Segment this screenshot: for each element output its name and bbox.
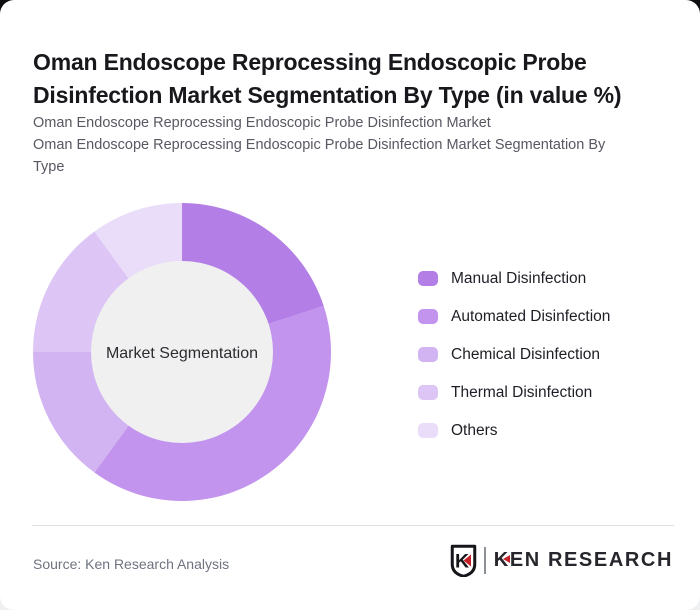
legend-item: Automated Disinfection — [418, 307, 611, 325]
legend-label: Thermal Disinfection — [451, 383, 593, 401]
brand-rest-letters: EN RESEARCH — [509, 549, 673, 571]
legend-swatch — [418, 423, 438, 438]
brand-wordmark: KEN RESEARCH — [494, 549, 673, 572]
donut-chart: Market Segmentation — [33, 203, 332, 501]
svg-text:K: K — [455, 550, 469, 572]
legend-label: Automated Disinfection — [451, 307, 611, 325]
donut-center-label: Market Segmentation — [106, 345, 258, 362]
legend-swatch — [418, 385, 438, 400]
legend-item: Chemical Disinfection — [418, 345, 610, 363]
donut-segment-others — [94, 203, 182, 280]
shield-k-icon: K — [450, 544, 477, 577]
donut-segment-automated-disinfection — [94, 305, 332, 501]
subtitle-line-1: Oman Endoscope Reprocessing Endoscopic P… — [33, 115, 491, 131]
donut-segments — [33, 203, 332, 501]
donut-segment-manual-disinfection — [182, 203, 324, 325]
donut-hole — [91, 261, 273, 443]
legend-item: Thermal Disinfection — [418, 383, 610, 401]
legend-item: Manual Disinfection — [418, 269, 610, 287]
page-title: Oman Endoscope Reprocessing Endoscopic P… — [33, 49, 622, 109]
subtitle-line-2: Oman Endoscope Reprocessing Endoscopic P… — [33, 137, 606, 175]
legend-item: Others — [418, 421, 610, 439]
legend: Manual Disinfection Automated Disinfectio… — [418, 269, 611, 461]
legend-swatch — [418, 309, 438, 324]
legend-swatch — [418, 271, 438, 286]
chart-subtitle: Oman Endoscope Reprocessing Endoscopic P… — [33, 112, 637, 178]
legend-label: Others — [451, 421, 498, 439]
legend-label: Chemical Disinfection — [451, 345, 601, 363]
logo-separator — [483, 547, 486, 574]
footer-divider — [32, 525, 674, 526]
legend-label: Manual Disinfection — [451, 269, 587, 287]
donut-chart-area: Market Segmentation — [32, 202, 332, 502]
donut-segment-thermal-disinfection — [33, 231, 130, 352]
ken-research-logo: K KEN RESEARCH — [450, 544, 673, 577]
source-note: Source: Ken Research Analysis — [33, 556, 230, 572]
legend-swatch — [418, 347, 438, 362]
donut-segment-chemical-disinfection — [33, 352, 130, 473]
brand-k-letter: K — [493, 549, 510, 571]
